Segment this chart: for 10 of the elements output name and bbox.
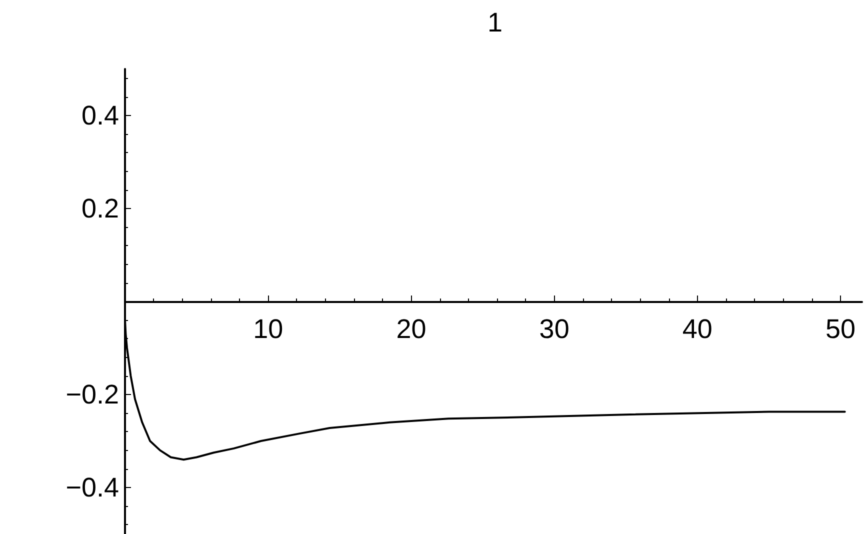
y-tick-label: 0.2	[81, 194, 119, 224]
x-tick-label: 50	[826, 314, 856, 344]
y-tick-label: 0.4	[81, 100, 119, 130]
x-tick-label: 30	[539, 314, 570, 344]
chart-title: 1	[487, 8, 503, 38]
x-tick-label: 10	[253, 314, 284, 344]
y-tick-label: −0.2	[66, 380, 119, 410]
x-tick-label: 40	[682, 314, 712, 344]
x-tick-label: 20	[396, 314, 426, 344]
y-tick-label: −0.4	[66, 472, 119, 502]
